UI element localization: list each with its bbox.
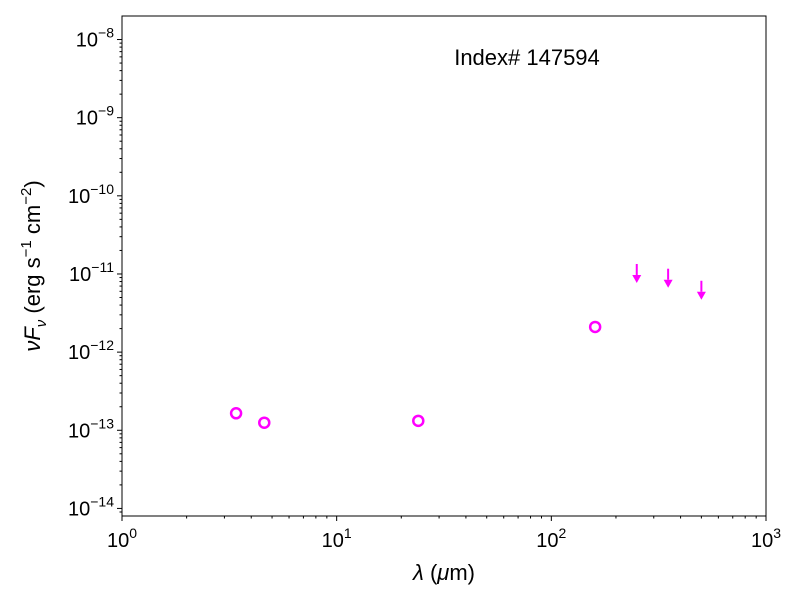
y-tick-label: 10−14: [68, 493, 114, 520]
x-tick-label: 100: [107, 525, 137, 552]
upper-limit-arrow: [696, 280, 706, 300]
minor-ticks: [119, 42, 757, 519]
arrow-head: [632, 274, 642, 283]
upper-limit-arrow: [632, 263, 642, 283]
y-tick-label: 10−10: [68, 181, 114, 208]
x-tick-label: 101: [322, 525, 352, 552]
y-axis-label: νFν (erg s−1 cm−2): [18, 180, 50, 351]
y-tick-label: 10−12: [68, 337, 114, 364]
y-tick-label: 10−9: [76, 103, 114, 130]
x-tick-labels: 100 101 102 103: [107, 525, 781, 552]
data-point: [229, 407, 243, 420]
upper-limit-arrow: [663, 268, 673, 288]
x-tick-label: 102: [536, 525, 566, 552]
y-tick-label: 10−13: [68, 415, 114, 442]
data-point: [412, 414, 425, 428]
arrow-head: [696, 291, 706, 300]
arrow-head: [663, 279, 673, 288]
x-tick-label: 103: [751, 525, 781, 552]
y-tick-labels: 10−14 10−13 10−12 10−11 10−10 10−9 10−8: [68, 25, 114, 521]
y-tick-label: 10−11: [69, 259, 114, 286]
x-axis-label: λ (μm): [412, 560, 475, 585]
data-point: [588, 320, 602, 334]
major-ticks: [117, 39, 767, 521]
data-points: [229, 320, 602, 429]
y-tick-label: 10−8: [76, 25, 114, 52]
annotation-index: Index# 147594: [454, 45, 600, 70]
data-point: [258, 416, 271, 429]
upper-limit-arrows: [632, 263, 706, 300]
plot-frame: [121, 15, 767, 517]
